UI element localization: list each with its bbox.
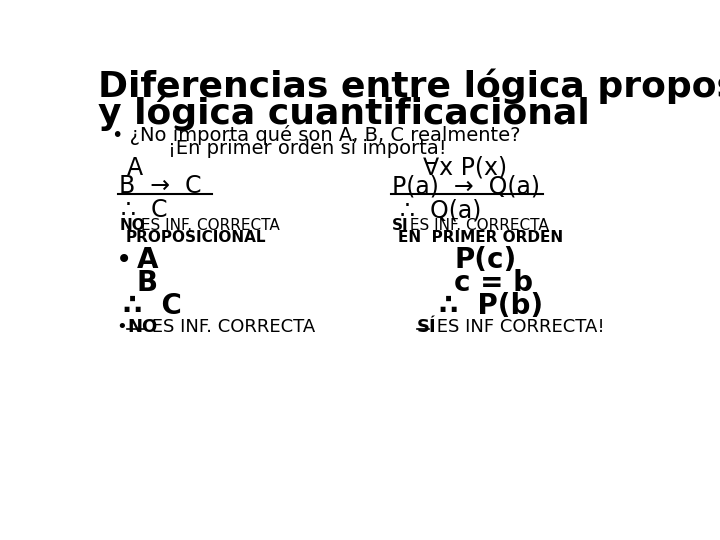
Text: NO: NO [127,318,158,336]
Text: c = b: c = b [454,269,534,297]
Text: •: • [117,246,132,274]
Text: •: • [117,318,127,336]
Text: ES INF. CORRECTA: ES INF. CORRECTA [145,318,315,336]
Text: NO: NO [120,218,145,233]
Text: ∴  C: ∴ C [121,198,168,222]
Text: SI: SI [392,218,409,233]
Text: B  →  C: B → C [120,174,202,198]
Text: ∴  C: ∴ C [122,292,181,320]
Text: A: A [137,246,158,274]
Text: ∀x P(x): ∀x P(x) [423,156,508,180]
Text: ¡En primer orden si importa!: ¡En primer orden si importa! [168,139,446,159]
Text: PROPOSICIONAL: PROPOSICIONAL [126,230,266,245]
Text: ES INF. CORRECTA: ES INF. CORRECTA [405,218,549,233]
Text: • ¿No importa qué son A, B, C realmente?: • ¿No importa qué son A, B, C realmente? [112,125,521,145]
Text: EN  PRIMER ORDEN: EN PRIMER ORDEN [398,230,564,245]
Text: ES INF. CORRECTA: ES INF. CORRECTA [137,218,280,233]
Text: A: A [127,156,143,180]
Text: B: B [137,269,158,297]
Text: ES INF CORRECTA!: ES INF CORRECTA! [431,318,605,336]
Text: P(c): P(c) [454,246,516,274]
Text: Diferencias entre lógica proposicional: Diferencias entre lógica proposicional [98,69,720,104]
Text: P(a)  →  Q(a): P(a) → Q(a) [392,174,540,198]
Text: ∴  Q(a): ∴ Q(a) [400,198,482,222]
Text: y lógica cuantificacional: y lógica cuantificacional [98,96,590,131]
Text: ∴  P(b): ∴ P(b) [438,292,543,320]
Text: SÍ: SÍ [417,318,436,336]
